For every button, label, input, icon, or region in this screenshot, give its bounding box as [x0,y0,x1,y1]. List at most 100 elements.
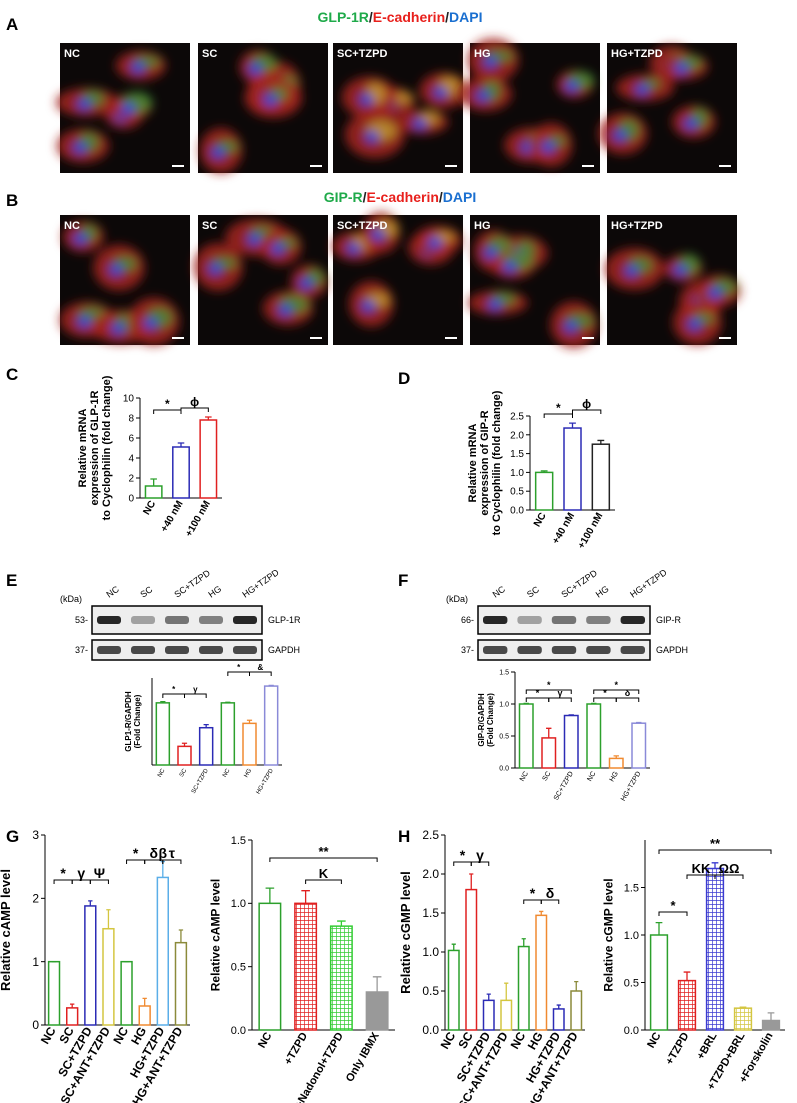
significance-label: γ [193,685,198,694]
y-tick-label: 10 [123,394,135,405]
error-bar [683,971,691,981]
blot-band [551,646,577,654]
y-tick-label: 0.0 [422,1023,439,1037]
band-label: GLP-1R [268,615,301,625]
nucleus [673,264,688,277]
cells [193,218,328,326]
blot-band [517,646,542,654]
y-axis-label: Relative cAMP level [208,879,222,992]
bar [66,1007,79,1026]
blot-band [483,616,508,624]
panel-label: H [398,827,410,846]
significance-label: * [165,397,170,411]
significance-bracket [714,874,744,879]
nucleus [263,94,278,107]
x-tick-label: +100 nM [184,499,213,539]
error-bar [150,478,157,486]
blot-band [620,616,645,624]
blot-band [199,616,223,624]
nucleus [108,263,123,276]
panel-label: D [398,369,410,388]
y-axis-label: Relative cGMP level [601,878,615,991]
nucleus [130,61,145,74]
band-label: GAPDH [268,645,300,655]
cells [598,45,716,155]
error-bar [451,943,456,951]
y-tick-label: 1.5 [624,882,639,894]
significance-label: * [460,847,466,863]
bar [517,945,530,1031]
nucleus [687,318,702,331]
significance-label: β [159,845,168,861]
bar [198,726,214,766]
cells [59,221,180,346]
image-label: SC+TZPD [337,48,387,60]
scale-bar [582,165,594,167]
lane-label: SC+TZPD [172,567,212,599]
error-bar [265,887,275,904]
x-tick-label: +TZPD [664,1030,692,1066]
lane-label: SC [525,584,541,600]
nucleus [674,62,689,75]
error-bar [160,700,166,703]
y-tick-label: 0.5 [231,962,246,974]
significance-bracket [184,693,207,698]
significance-label: KK [692,861,711,876]
y-axis-label: (Fold Change) [486,693,495,747]
nucleus [612,129,627,142]
y-tick-label: 1.0 [624,930,639,942]
lane-label: HG+TZPD [628,567,669,600]
nucleus [72,141,87,154]
band-label: GAPDH [656,645,688,655]
x-tick-label: +40 nM [159,499,186,534]
x-tick-label: SC+TZPD [553,771,575,802]
significance-label: δ [625,688,631,698]
nucleus [483,56,498,69]
nucleus [77,98,92,111]
significance-label: ** [318,844,329,859]
x-tick-label: HG [609,771,620,784]
significance-label: * [603,688,607,698]
title-part: / [439,189,443,205]
bar [447,949,460,1031]
title-part: / [369,9,373,25]
image-label: HG+TZPD [611,48,663,60]
panel-b-title: GIP-R/E-cadherin/DAPI [324,189,476,205]
nucleus [110,322,125,335]
bar [177,745,192,766]
bar [705,867,725,1031]
y-tick-label: 1.0 [499,701,509,708]
bar [156,876,169,1026]
panel-a-title: GLP-1R/E-cadherin/DAPI [318,9,483,25]
error-bar [556,1004,561,1009]
bar [84,905,97,1026]
significance-bracket [525,697,550,702]
title-part: E-cadherin [373,9,445,25]
x-tick-label: HG+TZPD [620,771,642,803]
blot-band [97,616,121,624]
error-bar [613,755,619,759]
y-tick-label: 1.0 [510,468,524,479]
y-tick-label: 0.5 [510,487,524,498]
kda-marker: 37- [461,645,474,655]
panel-label: A [6,15,18,34]
x-tick-label: NC [438,1029,459,1051]
cells [55,50,166,163]
x-tick-label: Only IBMX [344,1030,382,1084]
title-part: GIP-R [324,189,363,205]
blot-band [483,646,508,654]
nucleus [483,247,498,260]
error-bar [205,416,212,420]
cells [467,230,598,349]
error-bar [301,890,310,904]
x-tick-label: +BRL [695,1030,720,1061]
x-tick-label: NC [519,771,530,783]
significance-label: * [614,680,618,690]
y-tick-label: 1.0 [422,945,439,959]
x-tick-label: SC [542,771,553,783]
kda-marker: 53- [75,615,88,625]
nucleus [143,317,158,330]
cells [604,248,741,345]
y-tick-label: 4 [128,454,134,465]
